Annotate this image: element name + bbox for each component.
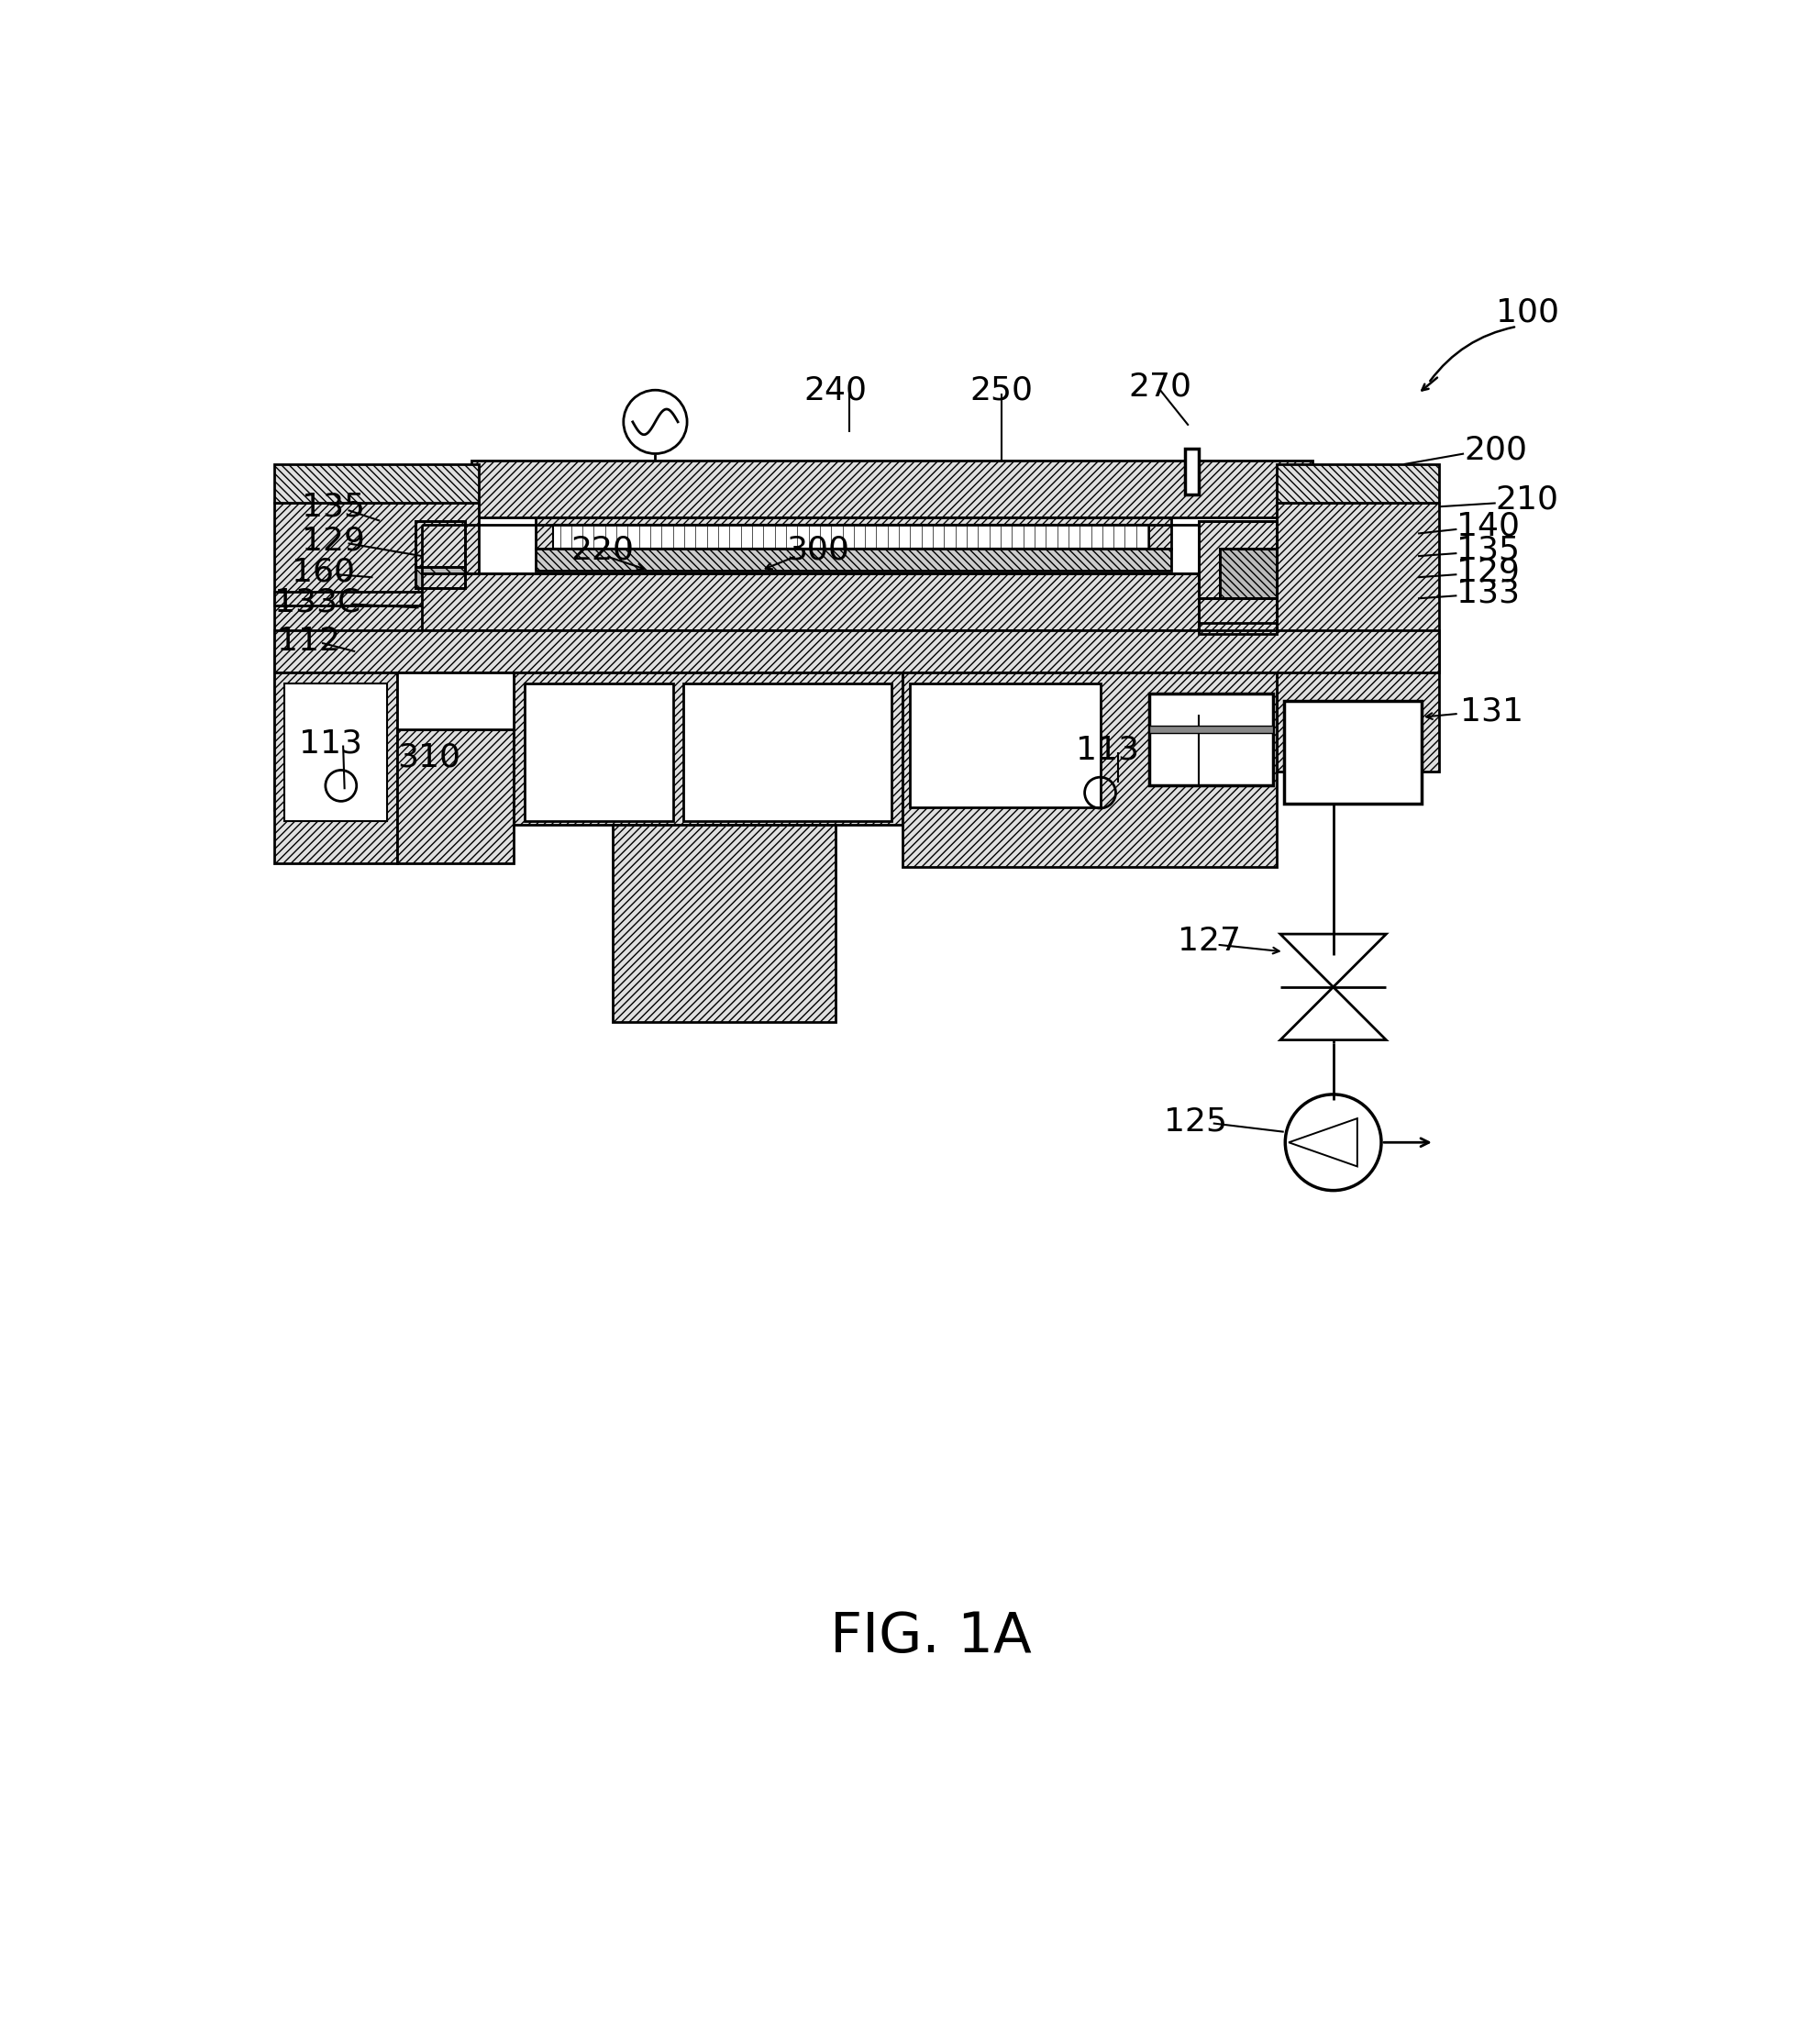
Text: 133: 133 xyxy=(1456,576,1520,609)
Text: 140: 140 xyxy=(1456,511,1520,542)
Bar xyxy=(472,460,1311,517)
Bar xyxy=(398,672,514,730)
Text: 300: 300 xyxy=(786,536,850,566)
Bar xyxy=(1277,464,1438,503)
Bar xyxy=(1277,503,1438,771)
Text: 127: 127 xyxy=(1179,926,1240,957)
Text: 200: 200 xyxy=(1464,435,1527,466)
Bar xyxy=(536,550,1171,570)
Text: 129: 129 xyxy=(1456,556,1520,587)
Bar xyxy=(614,824,835,1022)
Text: 133C: 133C xyxy=(274,587,360,617)
Text: 112: 112 xyxy=(278,625,341,656)
Text: 125: 125 xyxy=(1164,1106,1228,1136)
Bar xyxy=(421,574,1199,630)
Text: 220: 220 xyxy=(570,536,634,566)
Text: FIG. 1A: FIG. 1A xyxy=(830,1611,1031,1664)
Bar xyxy=(1199,599,1277,634)
Text: 113: 113 xyxy=(1075,734,1139,766)
Bar xyxy=(274,630,1438,672)
Bar xyxy=(1199,521,1277,623)
Bar xyxy=(416,566,465,589)
Text: 310: 310 xyxy=(398,742,461,773)
Bar xyxy=(274,503,479,809)
Text: 250: 250 xyxy=(970,374,1033,405)
Text: 160: 160 xyxy=(292,556,354,587)
Text: 135: 135 xyxy=(1456,536,1520,566)
Bar xyxy=(274,464,479,503)
Bar xyxy=(683,683,892,822)
Bar xyxy=(1199,599,1277,634)
Bar xyxy=(1220,550,1277,599)
Bar xyxy=(1199,521,1277,623)
Text: 129: 129 xyxy=(301,525,365,556)
Bar xyxy=(274,672,398,863)
Bar xyxy=(910,683,1100,807)
Bar xyxy=(552,525,1150,550)
Bar xyxy=(416,521,465,589)
Text: 240: 240 xyxy=(803,374,866,405)
Text: 210: 210 xyxy=(1496,484,1558,515)
Text: 131: 131 xyxy=(1460,695,1524,728)
Text: 135: 135 xyxy=(301,491,365,523)
Bar xyxy=(274,591,479,605)
Text: 113: 113 xyxy=(298,728,361,758)
Text: 100: 100 xyxy=(1496,296,1558,327)
Bar xyxy=(536,517,1171,550)
Bar xyxy=(1184,450,1199,495)
Bar xyxy=(514,672,903,824)
Bar xyxy=(1150,726,1273,732)
Bar xyxy=(398,730,514,863)
Bar xyxy=(903,672,1277,867)
Text: 270: 270 xyxy=(1128,370,1191,403)
Bar xyxy=(525,683,674,822)
Bar xyxy=(421,525,1199,574)
Bar xyxy=(1150,693,1273,785)
Bar xyxy=(416,566,465,589)
Bar xyxy=(416,521,465,589)
Bar xyxy=(285,683,387,822)
Bar xyxy=(1220,550,1277,599)
Bar xyxy=(1284,701,1422,803)
